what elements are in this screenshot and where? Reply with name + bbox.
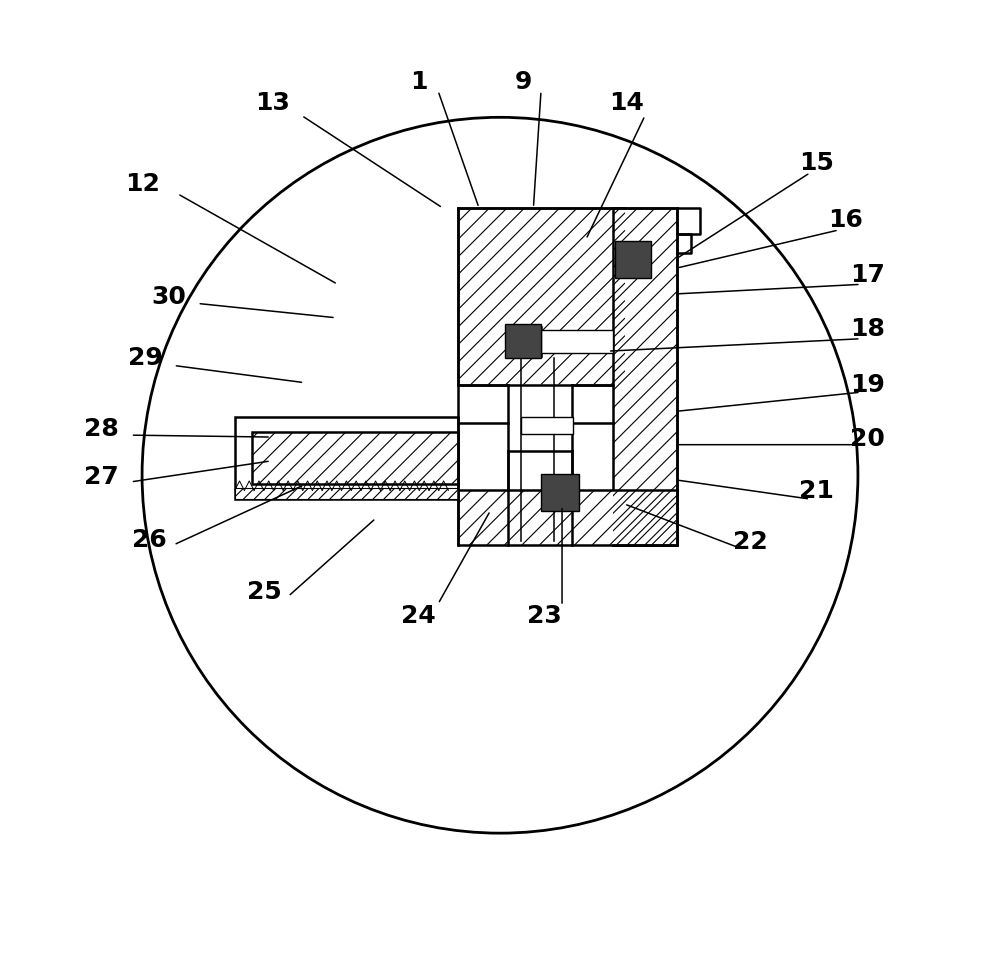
- Text: 26: 26: [132, 528, 167, 552]
- Bar: [458, 490, 677, 545]
- Text: 19: 19: [850, 372, 885, 396]
- Text: 21: 21: [799, 479, 834, 503]
- Text: 13: 13: [255, 91, 290, 115]
- Text: 28: 28: [84, 418, 118, 442]
- Text: 17: 17: [850, 263, 885, 287]
- Text: 12: 12: [125, 172, 160, 196]
- Bar: [458, 208, 625, 385]
- Bar: [615, 241, 651, 277]
- Text: 9: 9: [515, 70, 533, 94]
- Bar: [613, 208, 677, 545]
- Bar: [541, 330, 613, 353]
- Text: 24: 24: [401, 604, 436, 628]
- Text: 22: 22: [733, 530, 767, 554]
- Text: 30: 30: [151, 285, 186, 309]
- Bar: [252, 432, 458, 484]
- Text: 16: 16: [828, 208, 863, 232]
- Text: 23: 23: [527, 604, 562, 628]
- Text: 15: 15: [799, 151, 834, 175]
- Bar: [521, 417, 573, 434]
- Bar: [235, 488, 458, 499]
- Bar: [235, 417, 458, 499]
- Text: 29: 29: [128, 346, 162, 370]
- Text: 25: 25: [247, 580, 282, 604]
- Bar: [541, 474, 579, 511]
- Text: 1: 1: [410, 70, 428, 94]
- Text: 20: 20: [850, 427, 885, 451]
- Text: 18: 18: [850, 317, 885, 341]
- Text: 27: 27: [84, 466, 118, 490]
- Bar: [505, 324, 541, 358]
- Text: 14: 14: [610, 91, 644, 115]
